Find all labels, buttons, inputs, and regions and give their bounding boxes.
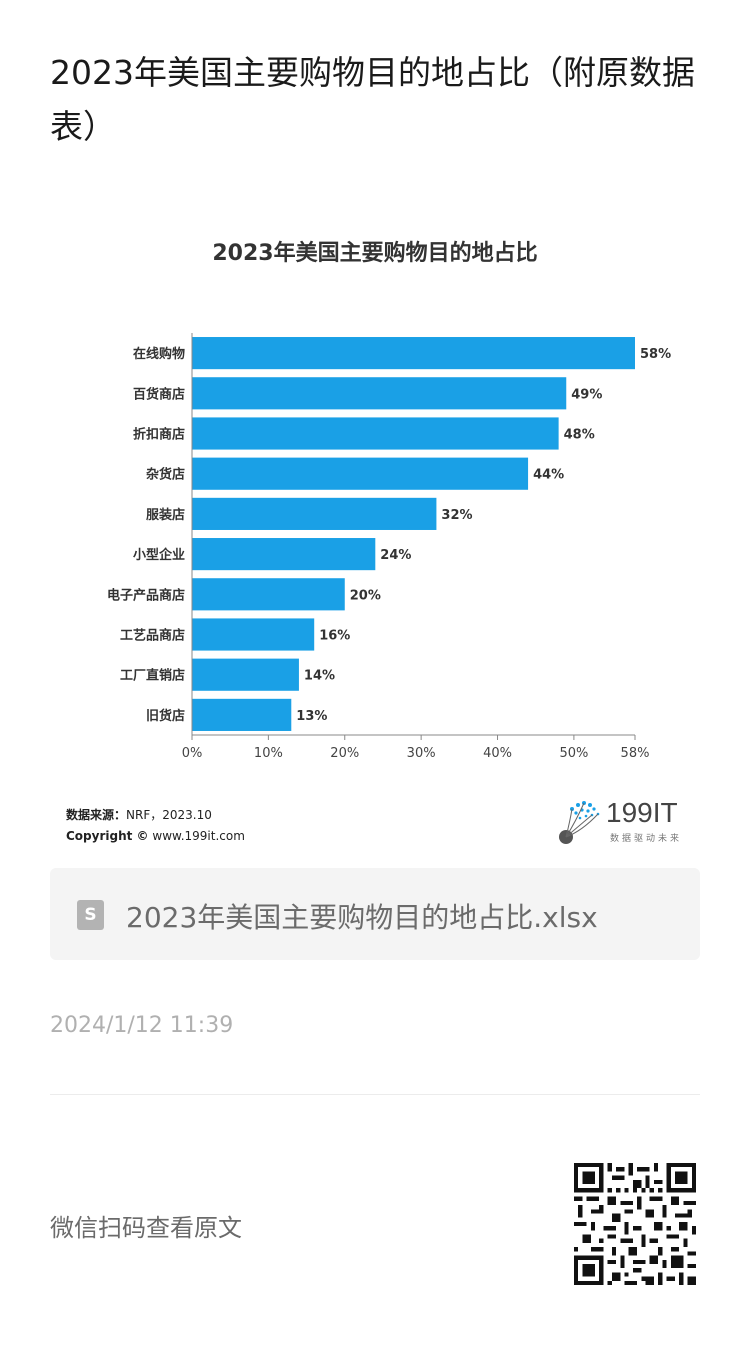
bar-6 (192, 578, 345, 611)
x-tick-label-6: 58% (621, 746, 650, 761)
source-value: NRF，2023.10 (126, 808, 212, 822)
publish-timestamp: 2024/1/12 11:39 (50, 1013, 234, 1038)
chart-title: 2023年美国主要购物目的地占比 (212, 241, 538, 266)
copyright-label: Copyright © (66, 829, 149, 843)
category-label-7: 工艺品商店 (120, 628, 185, 644)
copyright-value: www.199it.com (152, 829, 245, 843)
category-label-0: 在线购物 (133, 346, 185, 362)
bar-1 (192, 377, 567, 410)
article-title: 2023年美国主要购物目的地占比（附原数据表） (50, 53, 695, 146)
category-label-3: 杂货店 (146, 467, 185, 483)
source-note: 数据来源：NRF，2023.10 Copyright © www.199it.c… (66, 805, 245, 847)
data-label-1: 49% (571, 387, 602, 402)
data-label-9: 13% (296, 709, 327, 724)
x-tick-label-2: 20% (330, 746, 359, 761)
attachment-card[interactable]: S 2023年美国主要购物目的地占比.xlsx (50, 868, 700, 960)
bar-8 (192, 658, 299, 691)
bar-3 (192, 457, 529, 490)
bar-0 (192, 337, 635, 370)
category-label-5: 小型企业 (133, 547, 185, 563)
chart-figure: 在线购物 58% 百货商店 49% 折扣商店 48% 杂货店 44% 服装店 32% 小型企业 24%… (50, 215, 700, 860)
bar-2 (192, 417, 559, 450)
x-tick-label-1: 10% (254, 746, 283, 761)
category-label-6: 电子产品商店 (107, 587, 185, 603)
logo-slogan: 数据驱动未来 (610, 834, 683, 844)
category-label-4: 服装店 (146, 507, 185, 523)
x-tick-label-3: 30% (407, 746, 436, 761)
attachment-file-name[interactable]: 2023年美国主要购物目的地占比.xlsx (126, 901, 598, 934)
divider (50, 1094, 700, 1095)
data-label-8: 14% (304, 669, 335, 684)
qr-code-icon[interactable] (574, 1163, 696, 1285)
spreadsheet-file-icon: S (77, 900, 104, 930)
category-label-9: 旧货店 (146, 708, 185, 724)
x-tick-label-5: 50% (559, 746, 588, 761)
199it-logo: 199IT 数据驱动未来 (558, 797, 698, 847)
wechat-scan-prompt: 微信扫码查看原文 (50, 1214, 242, 1242)
bar-chart: 在线购物 58% 百货商店 49% 折扣商店 48% 杂货店 44% 服装店 32% 小型企业 24%… (107, 333, 671, 761)
bar-9 (192, 698, 292, 731)
data-label-7: 16% (319, 629, 350, 644)
category-label-2: 折扣商店 (133, 427, 185, 443)
x-tick-label-4: 40% (483, 746, 512, 761)
bar-4 (192, 497, 437, 530)
logo-text: 199IT (606, 797, 678, 828)
data-label-5: 24% (380, 548, 411, 563)
data-label-3: 44% (533, 468, 564, 483)
x-tick-label-0: 0% (182, 746, 203, 761)
data-label-2: 48% (564, 428, 595, 443)
logo-dots-icon (559, 801, 600, 844)
data-label-4: 32% (441, 508, 472, 523)
category-label-8: 工厂直销店 (120, 668, 185, 684)
source-label: 数据来源： (66, 808, 127, 822)
category-label-1: 百货商店 (133, 386, 185, 402)
data-label-0: 58% (640, 347, 671, 362)
bar-7 (192, 618, 315, 651)
data-label-6: 20% (350, 588, 381, 603)
bar-5 (192, 538, 376, 571)
